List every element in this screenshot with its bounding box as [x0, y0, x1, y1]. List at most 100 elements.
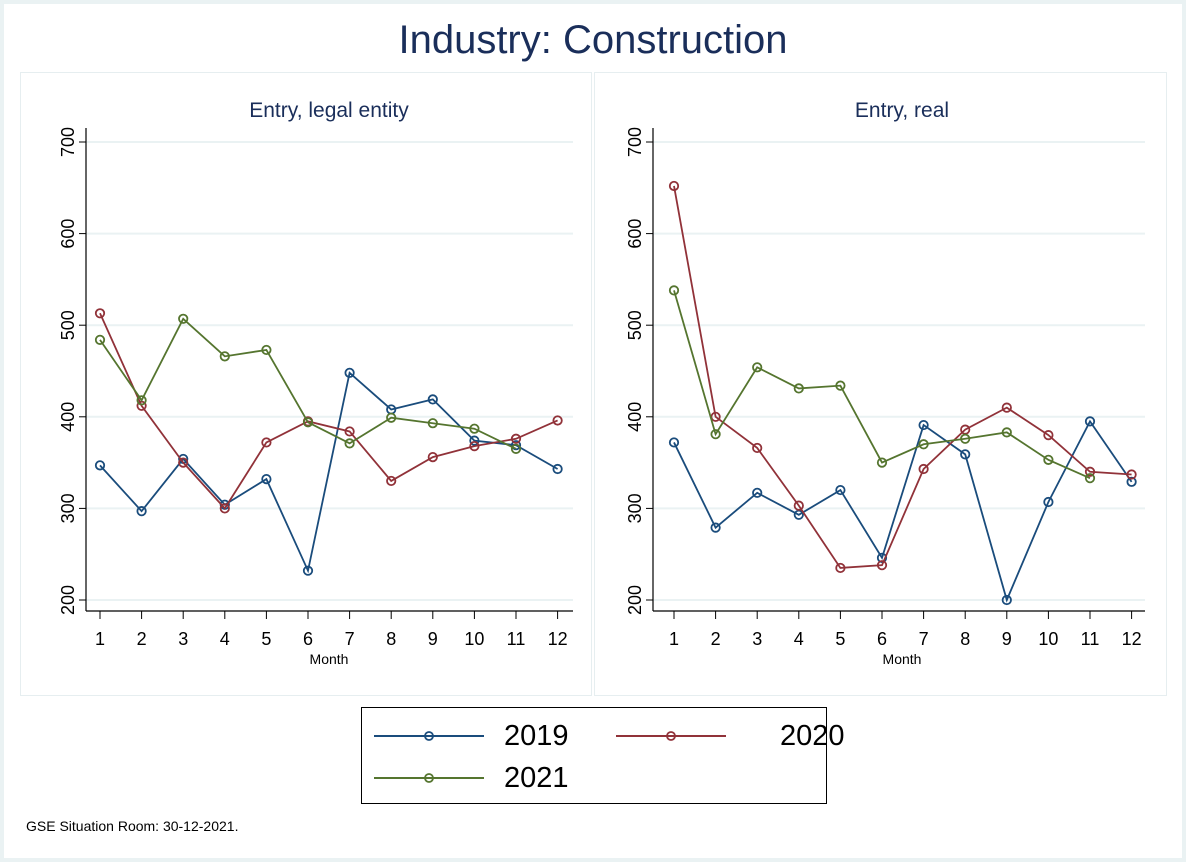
- x-tick-label: 8: [960, 629, 970, 649]
- series-line-2021: [673, 290, 1091, 479]
- x-tick-label: 5: [261, 629, 271, 649]
- legend-label-2019: 2019: [504, 719, 569, 752]
- chart-legal-entity: Entry, legal entity 200 300 400 500 600 700 1 2 3…: [58, 99, 573, 667]
- data-point-2021: [1084, 473, 1096, 484]
- data-point-2020: [752, 442, 763, 454]
- series-line-2019: [99, 371, 559, 574]
- x-tick-label: 2: [711, 629, 721, 649]
- data-point-2020: [427, 452, 438, 463]
- legend-marker-2021: [374, 773, 484, 783]
- series-line-2020: [99, 312, 558, 510]
- data-point-2021: [302, 417, 314, 428]
- data-point-2020: [261, 437, 272, 448]
- x-tick-label: 10: [1038, 629, 1058, 649]
- x-tick-label: 11: [507, 629, 526, 649]
- panel-title: Entry, legal entity: [249, 99, 409, 122]
- data-point-2019: [302, 565, 314, 576]
- data-point-2019: [918, 419, 929, 431]
- data-point-2020: [1084, 466, 1096, 477]
- series-line-2019: [673, 419, 1133, 603]
- data-point-2019: [94, 460, 106, 471]
- y-tick-label: 600: [625, 219, 645, 249]
- data-point-2021: [793, 383, 804, 394]
- data-point-2021: [668, 285, 680, 296]
- data-point-2019: [344, 367, 355, 378]
- y-tick-label: 300: [58, 493, 78, 523]
- data-point-2020: [178, 457, 189, 468]
- x-tick-label: 9: [1002, 629, 1012, 649]
- x-tick-label: 11: [1081, 629, 1100, 649]
- data-point-2019: [136, 506, 147, 517]
- legend-item-2020: 2020: [614, 718, 845, 754]
- panel-legal-entity: Entry, legal entity 200 300 400 500 600 700 1 2 3…: [20, 72, 592, 696]
- data-point-2020: [344, 426, 355, 437]
- data-point-2020: [835, 562, 846, 574]
- x-tick-label: 6: [877, 629, 887, 649]
- y-tick-label: 200: [58, 585, 78, 615]
- data-point-2019: [427, 394, 438, 405]
- x-tick-label: 12: [548, 629, 568, 649]
- y-tick-label: 700: [625, 127, 645, 157]
- data-point-2020: [94, 308, 106, 319]
- data-point-2021: [918, 439, 929, 450]
- x-tick-label: 7: [919, 629, 929, 649]
- data-point-2019: [960, 449, 971, 460]
- data-point-2021: [960, 433, 971, 444]
- x-tick-label: 7: [345, 629, 355, 649]
- y-tick-label: 200: [625, 585, 645, 615]
- x-tick-label: 10: [464, 629, 484, 649]
- legend-marker-2019: [374, 731, 484, 741]
- x-tick-label: 6: [303, 629, 313, 649]
- x-tick-label: 4: [220, 629, 230, 649]
- x-tick-label: 4: [794, 629, 804, 649]
- data-point-2019: [510, 440, 522, 451]
- data-point-2021: [876, 457, 888, 468]
- data-point-2019: [261, 473, 272, 485]
- data-point-2021: [752, 362, 763, 373]
- data-point-2020: [876, 560, 888, 571]
- y-tick-label: 500: [625, 310, 645, 340]
- data-point-2019: [1043, 496, 1054, 508]
- data-point-2021: [1001, 427, 1012, 438]
- data-point-2020: [668, 180, 680, 192]
- x-tick-label: 8: [386, 629, 396, 649]
- panel-real: Entry, real 200 300 400 500 600 700 1 2 3 4 5 6 7 8 9 10…: [594, 72, 1167, 696]
- panel-title: Entry, real: [855, 99, 949, 122]
- legend: 2019 2020 2021: [361, 707, 845, 804]
- data-point-2019: [835, 484, 846, 496]
- legend-label-2021: 2021: [504, 761, 569, 794]
- legend-marker-2020: [616, 731, 726, 741]
- series-line-2020: [673, 185, 1132, 569]
- data-point-2020: [793, 500, 804, 511]
- data-point-2019: [469, 435, 480, 446]
- y-tick-label: 300: [625, 493, 645, 523]
- y-tick-label: 700: [58, 127, 78, 157]
- data-point-2021: [94, 334, 106, 345]
- data-point-2021: [510, 443, 522, 454]
- x-tick-label: 2: [137, 629, 147, 649]
- data-point-2019: [1001, 594, 1012, 606]
- data-point-2021: [1043, 454, 1054, 465]
- data-point-2021: [469, 423, 480, 434]
- x-axis-label: Month: [883, 651, 922, 667]
- data-point-2020: [1043, 430, 1054, 441]
- y-tick-label: 400: [58, 402, 78, 432]
- y-tick-label: 600: [58, 219, 78, 249]
- y-tick-label: 500: [58, 310, 78, 340]
- data-point-2020: [386, 475, 397, 487]
- legend-item-2019: 2019: [372, 718, 569, 754]
- x-tick-label: 3: [178, 629, 188, 649]
- data-point-2019: [1084, 416, 1096, 427]
- data-point-2020: [1126, 469, 1137, 480]
- footnote: GSE Situation Room: 30-12-2021.: [26, 818, 239, 834]
- data-point-2021: [427, 418, 438, 429]
- legend-item-2021: 2021: [372, 760, 569, 796]
- data-point-2019: [876, 552, 888, 563]
- data-point-2020: [552, 415, 563, 426]
- data-point-2019: [668, 437, 680, 448]
- x-tick-label: 9: [428, 629, 438, 649]
- data-point-2020: [469, 441, 480, 452]
- data-point-2021: [710, 429, 721, 440]
- x-axis-label: Month: [310, 651, 349, 667]
